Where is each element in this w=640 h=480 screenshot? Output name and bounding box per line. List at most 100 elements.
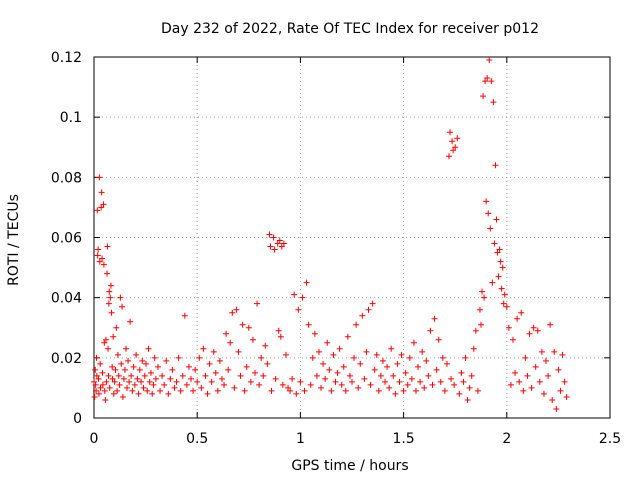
data-point: [149, 390, 156, 397]
y-axis-label: ROTI / TECUs: [6, 194, 22, 286]
data-point: [340, 363, 347, 370]
data-point: [200, 345, 207, 352]
y-tick-label: 0.06: [51, 231, 82, 247]
data-point: [154, 363, 161, 370]
data-point: [303, 279, 310, 286]
data-point: [482, 78, 489, 85]
data-point: [192, 366, 199, 373]
data-point: [163, 357, 170, 364]
data-point: [141, 372, 148, 379]
data-point: [505, 324, 512, 331]
axis-ticks: [93, 56, 611, 419]
data-point: [375, 387, 382, 394]
data-point: [115, 372, 122, 379]
data-point: [241, 387, 248, 394]
data-point: [446, 153, 453, 160]
data-point: [454, 135, 461, 142]
data-point: [518, 309, 525, 316]
data-point: [114, 351, 121, 358]
data-point: [119, 303, 126, 310]
data-point: [175, 354, 182, 361]
data-point: [322, 375, 329, 382]
data-point: [190, 387, 197, 394]
data-point: [106, 288, 113, 295]
data-point: [373, 351, 380, 358]
data-point: [452, 144, 459, 151]
data-point: [532, 363, 539, 370]
data-point: [194, 378, 201, 385]
data-point: [487, 225, 494, 232]
data-point: [258, 354, 265, 361]
data-point: [96, 258, 103, 265]
data-point: [208, 378, 215, 385]
data-point: [507, 381, 514, 388]
data-point: [447, 129, 454, 136]
data-point: [468, 372, 475, 379]
data-point: [111, 378, 118, 385]
data-point: [379, 357, 386, 364]
data-point: [143, 360, 150, 367]
data-point: [318, 384, 325, 391]
data-point: [369, 300, 376, 307]
data-point: [486, 57, 493, 64]
grid-lines: [94, 57, 610, 418]
data-point: [260, 372, 267, 379]
data-point: [210, 348, 217, 355]
data-point: [305, 321, 312, 328]
data-point: [152, 375, 159, 382]
data-point: [435, 336, 442, 343]
data-point: [278, 243, 285, 250]
data-point: [113, 324, 120, 331]
data-point: [126, 378, 133, 385]
data-point: [254, 300, 261, 307]
data-point: [495, 273, 502, 280]
data-point: [557, 387, 564, 394]
data-point: [204, 390, 211, 397]
data-point: [488, 78, 495, 85]
data-point: [99, 369, 106, 376]
data-point: [119, 393, 126, 400]
data-point: [315, 348, 322, 355]
data-point: [324, 339, 331, 346]
data-point: [512, 369, 519, 376]
data-point: [100, 261, 107, 268]
data-point: [494, 249, 501, 256]
data-point: [425, 372, 432, 379]
data-point: [490, 99, 497, 106]
data-point: [223, 330, 230, 337]
data-point: [363, 348, 370, 355]
data-point: [167, 375, 174, 382]
data-point: [183, 381, 190, 388]
data-point: [384, 363, 391, 370]
data-point: [256, 381, 263, 388]
data-point: [421, 384, 428, 391]
data-point: [353, 321, 360, 328]
data-point: [466, 384, 473, 391]
data-point: [95, 246, 102, 253]
data-point: [150, 381, 157, 388]
y-tick-label: 0.04: [51, 291, 82, 307]
data-point: [458, 369, 465, 376]
data-point: [129, 387, 136, 394]
data-point: [547, 321, 554, 328]
data-point: [231, 384, 238, 391]
data-point: [151, 354, 158, 361]
plot-area-border: [93, 56, 611, 419]
data-point: [291, 291, 298, 298]
data-point: [94, 207, 101, 214]
y-tick-label: 0.12: [51, 50, 82, 66]
data-point: [277, 333, 284, 340]
data-point: [147, 369, 154, 376]
data-point: [159, 372, 166, 379]
data-point: [338, 381, 345, 388]
data-point: [94, 252, 101, 259]
data-point: [276, 237, 283, 244]
data-point: [91, 378, 97, 385]
data-point: [394, 360, 401, 367]
data-point: [247, 378, 254, 385]
data-point: [553, 405, 560, 412]
data-point: [135, 390, 142, 397]
data-point: [139, 357, 146, 364]
data-point: [404, 381, 411, 388]
